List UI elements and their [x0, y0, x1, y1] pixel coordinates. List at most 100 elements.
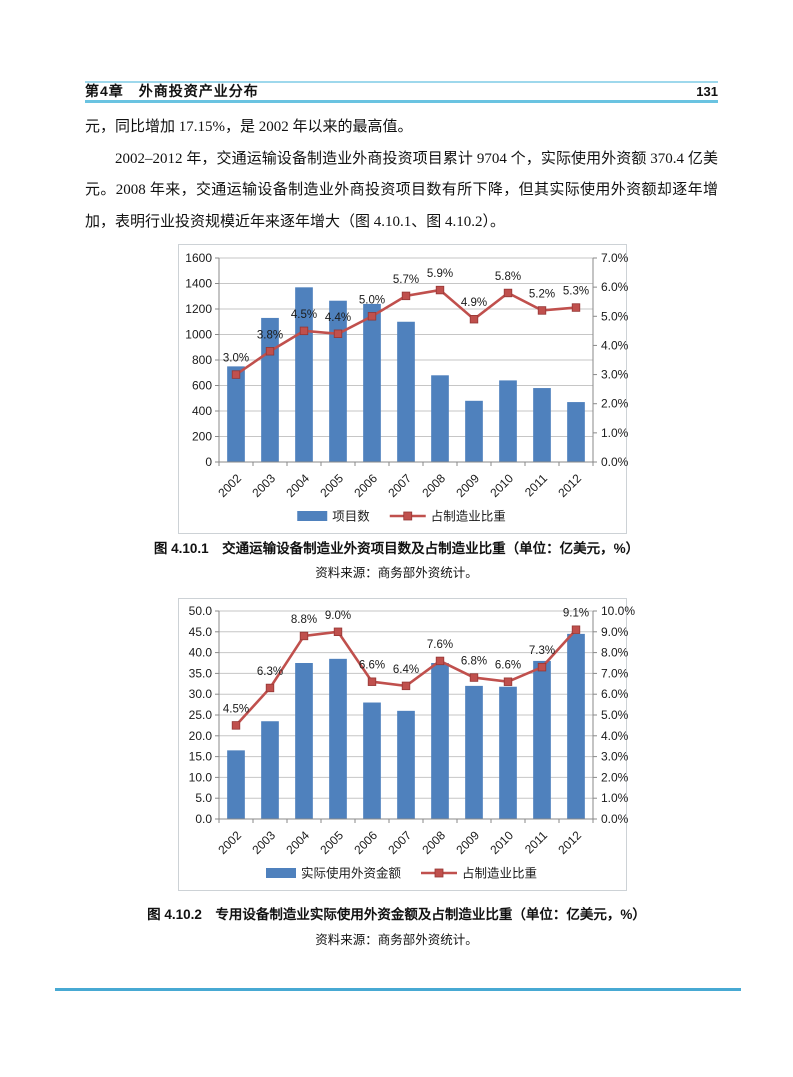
- svg-text:2.0%: 2.0%: [601, 397, 629, 411]
- svg-text:0.0%: 0.0%: [601, 812, 629, 826]
- svg-text:1000: 1000: [185, 328, 212, 342]
- svg-text:项目数: 项目数: [332, 509, 370, 524]
- svg-text:7.6%: 7.6%: [427, 639, 453, 651]
- svg-text:6.6%: 6.6%: [495, 660, 521, 672]
- svg-text:4.4%: 4.4%: [325, 312, 351, 324]
- svg-text:7.3%: 7.3%: [529, 645, 555, 657]
- svg-text:6.4%: 6.4%: [393, 664, 419, 676]
- figure-4-10-1-caption: 图 4.10.1 交通运输设备制造业外资项目数及占制造业比重（单位：亿美元，%）: [153, 541, 640, 556]
- svg-text:10.0: 10.0: [189, 770, 213, 784]
- svg-text:600: 600: [192, 379, 212, 393]
- svg-text:200: 200: [192, 430, 212, 444]
- svg-text:5.2%: 5.2%: [529, 288, 555, 300]
- svg-text:5.0%: 5.0%: [601, 708, 629, 722]
- chapter-title: 第4章 外商投资产业分布: [85, 83, 259, 99]
- svg-text:1400: 1400: [185, 277, 212, 291]
- header-rule-bottom: [85, 100, 718, 103]
- svg-text:2003: 2003: [249, 471, 278, 500]
- svg-text:4.9%: 4.9%: [461, 297, 487, 309]
- svg-text:6.6%: 6.6%: [359, 660, 385, 672]
- svg-text:2008: 2008: [419, 828, 448, 857]
- svg-text:5.8%: 5.8%: [495, 271, 521, 283]
- svg-text:2012: 2012: [555, 471, 584, 500]
- svg-text:6.3%: 6.3%: [257, 666, 283, 678]
- figure-4-10-1-chart: 0 200 400 600 800 1000 1200 1400 1600 0.0% 1.0% 2.0…: [178, 244, 629, 534]
- svg-text:15.0: 15.0: [189, 750, 213, 764]
- svg-text:2009: 2009: [453, 471, 482, 500]
- svg-text:6.8%: 6.8%: [461, 656, 487, 668]
- svg-text:5.0%: 5.0%: [601, 309, 629, 323]
- svg-text:9.0%: 9.0%: [325, 610, 351, 622]
- svg-text:50.0: 50.0: [189, 604, 213, 618]
- figure-4-10-2-source: 资料来源：商务部外资统计。: [315, 933, 478, 947]
- svg-text:4.0%: 4.0%: [601, 729, 629, 743]
- svg-text:2010: 2010: [487, 828, 516, 857]
- svg-text:4.5%: 4.5%: [291, 309, 317, 321]
- svg-text:2006: 2006: [351, 471, 380, 500]
- svg-text:7.0%: 7.0%: [601, 666, 629, 680]
- svg-text:实际使用外资金额: 实际使用外资金额: [301, 866, 402, 881]
- svg-text:2008: 2008: [419, 471, 448, 500]
- svg-text:0.0%: 0.0%: [601, 455, 629, 469]
- svg-text:2005: 2005: [317, 828, 346, 857]
- svg-text:5.0%: 5.0%: [359, 294, 385, 306]
- svg-text:2007: 2007: [385, 471, 414, 500]
- svg-text:1.0%: 1.0%: [601, 426, 629, 440]
- svg-text:400: 400: [192, 404, 212, 418]
- svg-text:3.0%: 3.0%: [223, 353, 249, 365]
- svg-text:2004: 2004: [283, 471, 312, 500]
- figure-4-10-2-chart: 0.0 5.0 10.0 15.0 20.0 25.0 30.0 35.0 40.0 45.0 50…: [178, 598, 636, 891]
- chart-2-svg: 0.0 5.0 10.0 15.0 20.0 25.0 30.0 35.0 40.0 45.0 50…: [189, 604, 636, 881]
- bottom-divider-rule: [55, 988, 741, 991]
- svg-text:9.0%: 9.0%: [601, 625, 629, 639]
- svg-text:6.0%: 6.0%: [601, 687, 629, 701]
- svg-text:10.0%: 10.0%: [601, 604, 635, 618]
- page-header: 第4章 外商投资产业分布 131: [85, 83, 718, 99]
- svg-text:占制造业比重: 占制造业比重: [431, 509, 506, 524]
- svg-text:30.0: 30.0: [189, 687, 213, 701]
- svg-text:占制造业比重: 占制造业比重: [462, 866, 537, 881]
- svg-text:2003: 2003: [249, 828, 278, 857]
- svg-text:40.0: 40.0: [189, 646, 213, 660]
- svg-text:2007: 2007: [385, 828, 414, 857]
- svg-text:2009: 2009: [453, 828, 482, 857]
- paragraph-1: 元，同比增加 17.15%，是 2002 年以来的最高值。: [85, 119, 413, 135]
- svg-text:2005: 2005: [317, 471, 346, 500]
- svg-text:2.0%: 2.0%: [601, 770, 629, 784]
- svg-text:0.0: 0.0: [195, 812, 212, 826]
- svg-text:2012: 2012: [555, 828, 584, 857]
- svg-text:9.1%: 9.1%: [563, 608, 589, 620]
- svg-text:800: 800: [192, 353, 212, 367]
- svg-text:5.3%: 5.3%: [563, 286, 589, 298]
- svg-text:4.5%: 4.5%: [223, 703, 249, 715]
- figure-4-10-1-source: 资料来源：商务部外资统计。: [315, 566, 478, 580]
- header-rule-top: [85, 81, 718, 83]
- svg-text:2010: 2010: [487, 471, 516, 500]
- paragraph-2: 2002–2012 年，交通运输设备制造业外商投资项目累计 9704 个，实际使…: [85, 150, 718, 230]
- svg-text:0: 0: [205, 455, 212, 469]
- svg-text:8.8%: 8.8%: [291, 614, 317, 626]
- svg-text:2002: 2002: [215, 828, 244, 857]
- svg-text:5.9%: 5.9%: [427, 268, 453, 280]
- svg-text:2011: 2011: [522, 471, 550, 499]
- svg-text:1.0%: 1.0%: [601, 791, 629, 805]
- svg-text:3.8%: 3.8%: [257, 329, 283, 341]
- svg-text:6.0%: 6.0%: [601, 280, 629, 294]
- svg-text:3.0%: 3.0%: [601, 750, 629, 764]
- svg-text:2006: 2006: [351, 828, 380, 857]
- svg-text:2011: 2011: [522, 828, 550, 856]
- svg-text:1600: 1600: [185, 251, 212, 265]
- svg-text:2002: 2002: [215, 471, 244, 500]
- svg-text:5.0: 5.0: [195, 791, 212, 805]
- page-number: 131: [696, 83, 718, 99]
- svg-text:45.0: 45.0: [189, 625, 213, 639]
- svg-text:20.0: 20.0: [189, 729, 213, 743]
- svg-text:4.0%: 4.0%: [601, 338, 629, 352]
- chart-1-svg: 0 200 400 600 800 1000 1200 1400 1600 0.0% 1.0% 2.0…: [185, 251, 628, 524]
- svg-text:3.0%: 3.0%: [601, 368, 629, 382]
- svg-text:25.0: 25.0: [189, 708, 213, 722]
- figure-4-10-2-caption: 图 4.10.2 专用设备制造业实际使用外资金额及占制造业比重（单位：亿美元，%…: [147, 907, 646, 922]
- svg-text:8.0%: 8.0%: [601, 646, 629, 660]
- svg-text:2004: 2004: [283, 828, 312, 857]
